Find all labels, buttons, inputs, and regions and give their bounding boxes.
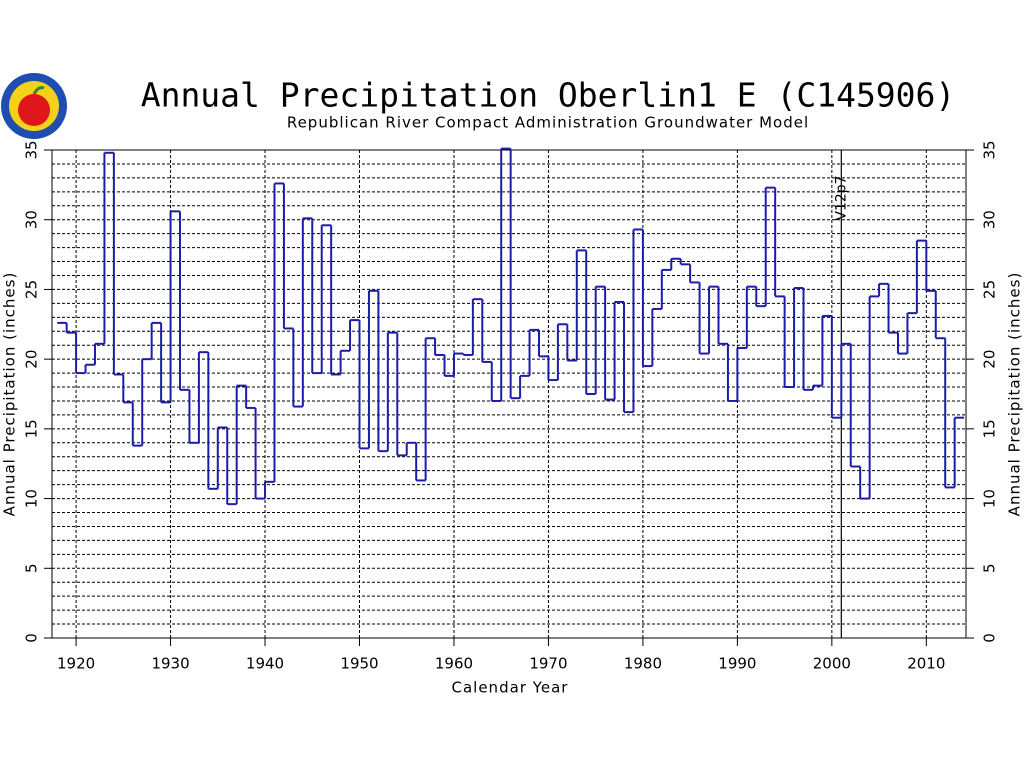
y2-tick-label: 30	[981, 210, 999, 229]
y-axis-label: Annual Precipitation (inches)	[1, 272, 19, 517]
y2-tick-label: 35	[981, 140, 999, 159]
y-tick-label: 0	[23, 633, 41, 643]
x-tick-label: 1970	[529, 655, 567, 673]
annotation-label: V12p7	[833, 175, 849, 220]
y2-tick-label: 25	[981, 280, 999, 299]
y-tick-label: 5	[23, 564, 41, 574]
chart-title: Annual Precipitation Oberlin1 E (C145906…	[141, 76, 956, 115]
y2-tick-label: 0	[981, 633, 999, 643]
y-tick-label: 35	[23, 140, 41, 159]
x-tick-label: 1980	[624, 655, 662, 673]
y2-tick-label: 10	[981, 489, 999, 508]
y2-axis-label: Annual Precipitation (inches)	[1006, 272, 1024, 517]
y-tick-label: 20	[23, 350, 41, 369]
x-tick-label: 2000	[813, 655, 851, 673]
logo-leaf	[32, 86, 45, 95]
x-tick-label: 1940	[246, 655, 284, 673]
x-tick-label: 1930	[151, 655, 189, 673]
x-tick-label: 1950	[340, 655, 378, 673]
y2-tick-label: 5	[981, 564, 999, 574]
y-tick-label: 30	[23, 210, 41, 229]
x-tick-label: 1990	[718, 655, 756, 673]
y-tick-label: 25	[23, 280, 41, 299]
x-tick-label: 1920	[57, 655, 95, 673]
y2-tick-label: 20	[981, 350, 999, 369]
x-tick-label: 1960	[435, 655, 473, 673]
logo-apple	[18, 94, 50, 126]
y-tick-label: 10	[23, 489, 41, 508]
x-axis-label: Calendar Year	[452, 679, 569, 697]
x-tick-label: 2010	[907, 655, 945, 673]
plot-frame	[51, 149, 967, 639]
y-tick-label: 15	[23, 419, 41, 438]
logo	[1, 73, 67, 139]
chart-subtitle: Republican River Compact Administration …	[287, 114, 809, 132]
y2-tick-label: 15	[981, 419, 999, 438]
